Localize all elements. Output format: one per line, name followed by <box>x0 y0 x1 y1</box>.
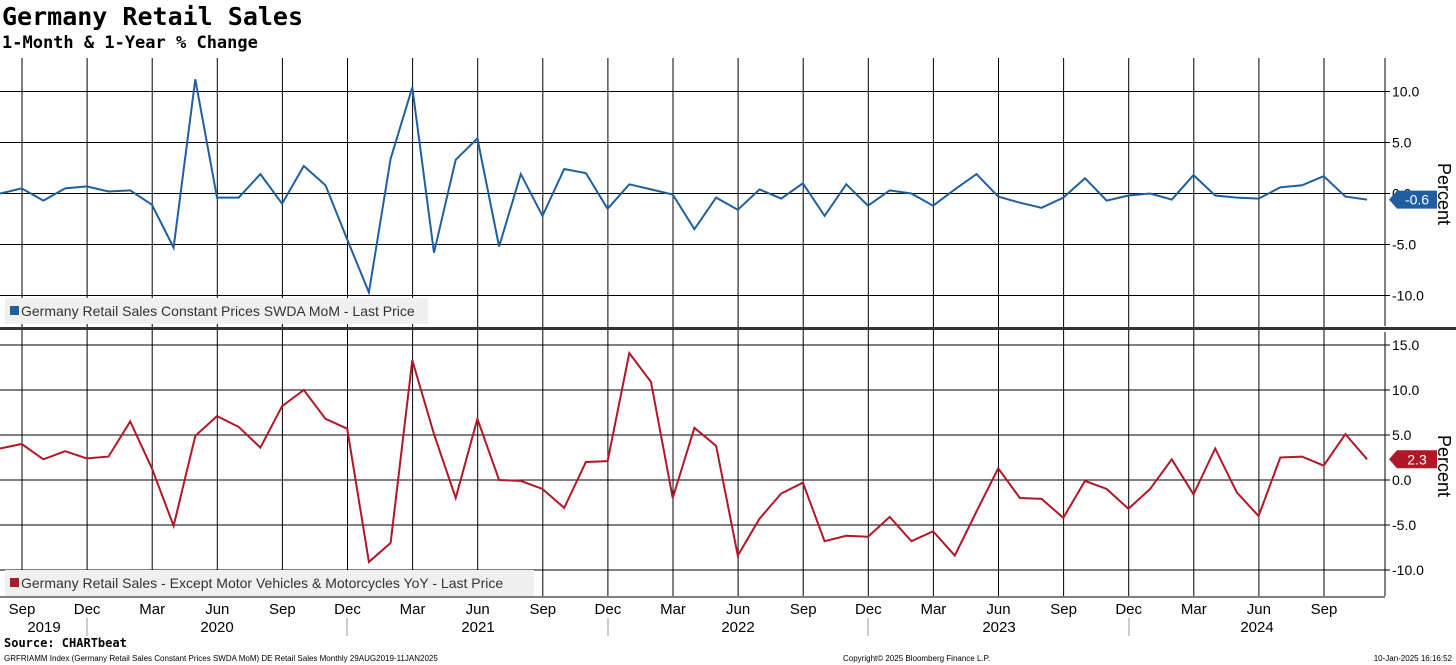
y-tick-label: 5.0 <box>1392 135 1412 151</box>
x-tick-label: Jun <box>1247 601 1271 618</box>
last-value-flag <box>1389 450 1437 469</box>
legend-box <box>5 570 534 596</box>
legend-box <box>5 298 428 324</box>
chart-title: Germany Retail Sales <box>2 2 304 31</box>
x-tick-label: Jun <box>466 601 490 618</box>
y-tick-label: -10.0 <box>1392 288 1424 304</box>
axis-layer: -10.0-5.00.05.010.0-0.6Percent-10.0-5.00… <box>1385 84 1454 578</box>
source-note: Source: CHARTbeat <box>4 636 127 650</box>
legend-swatch <box>10 306 19 315</box>
x-tick-label: Sep <box>269 601 296 618</box>
x-tick-label: Dec <box>1115 601 1142 618</box>
timestamp: 10-Jan-2025 16:16:52 <box>1373 654 1452 663</box>
panel-frames <box>0 58 1456 598</box>
y-tick-label: 5.0 <box>1392 427 1412 443</box>
x-year-label: 2022 <box>721 619 754 636</box>
y-tick-label: 10.0 <box>1392 84 1419 100</box>
x-tick-label: Dec <box>334 601 361 618</box>
last-value-label: 2.3 <box>1407 451 1427 467</box>
x-tick-label: Mar <box>660 601 686 618</box>
x-tick-label: Mar <box>139 601 165 618</box>
y-tick-label: 0.0 <box>1392 472 1412 488</box>
x-year-label: 2021 <box>461 619 494 636</box>
y-tick-label: -10.0 <box>1392 562 1424 578</box>
x-tick-label: Sep <box>790 601 817 618</box>
x-tick-label: Mar <box>1181 601 1207 618</box>
y-axis-title: Percent <box>1434 435 1454 497</box>
x-tick-label: Sep <box>529 601 556 618</box>
x-axis: Sep Dec Mar Jun Sep Dec Mar Jun Sep Dec Mar Jun Sep D… <box>9 601 1338 636</box>
x-tick-label: Dec <box>855 601 882 618</box>
y-tick-label: -5.0 <box>1392 517 1416 533</box>
index-info: GRFRIAMM Index (Germany Retail Sales Con… <box>4 654 438 663</box>
x-tick-label: Jun <box>986 601 1010 618</box>
y-tick-label: -5.0 <box>1392 237 1416 253</box>
x-tick-label: Mar <box>400 601 426 618</box>
x-tick-label: Sep <box>9 601 36 618</box>
x-tick-label: Dec <box>74 601 101 618</box>
x-year-label: 2024 <box>1240 619 1273 636</box>
legend-label: Germany Retail Sales Constant Prices SWD… <box>21 303 415 319</box>
x-tick-label: Mar <box>920 601 946 618</box>
x-tick-label: Sep <box>1311 601 1338 618</box>
y-tick-label: 10.0 <box>1392 382 1419 398</box>
chart-subtitle: 1-Month & 1-Year % Change <box>2 33 258 53</box>
x-tick-label: Dec <box>595 601 622 618</box>
legend-swatch <box>10 578 19 587</box>
x-year-label: 2020 <box>200 619 233 636</box>
legend-label: Germany Retail Sales - Except Motor Vehi… <box>21 575 503 591</box>
series-line <box>0 350 1368 564</box>
series-line <box>0 79 1368 297</box>
y-axis-title: Percent <box>1434 163 1454 225</box>
last-value-label: -0.6 <box>1405 192 1429 208</box>
x-tick-label: Jun <box>726 601 750 618</box>
y-tick-label: 15.0 <box>1392 337 1419 353</box>
last-value-flag <box>1389 190 1437 209</box>
legend-layer: Germany Retail Sales Constant Prices SWD… <box>5 298 534 596</box>
x-year-label: 2023 <box>982 619 1015 636</box>
copyright-note: Copyright© 2025 Bloomberg Finance L.P. <box>843 654 991 663</box>
x-tick-label: Jun <box>205 601 229 618</box>
x-year-label: 2019 <box>27 619 60 636</box>
x-tick-label: Sep <box>1050 601 1077 618</box>
lines-layer <box>0 79 1368 564</box>
